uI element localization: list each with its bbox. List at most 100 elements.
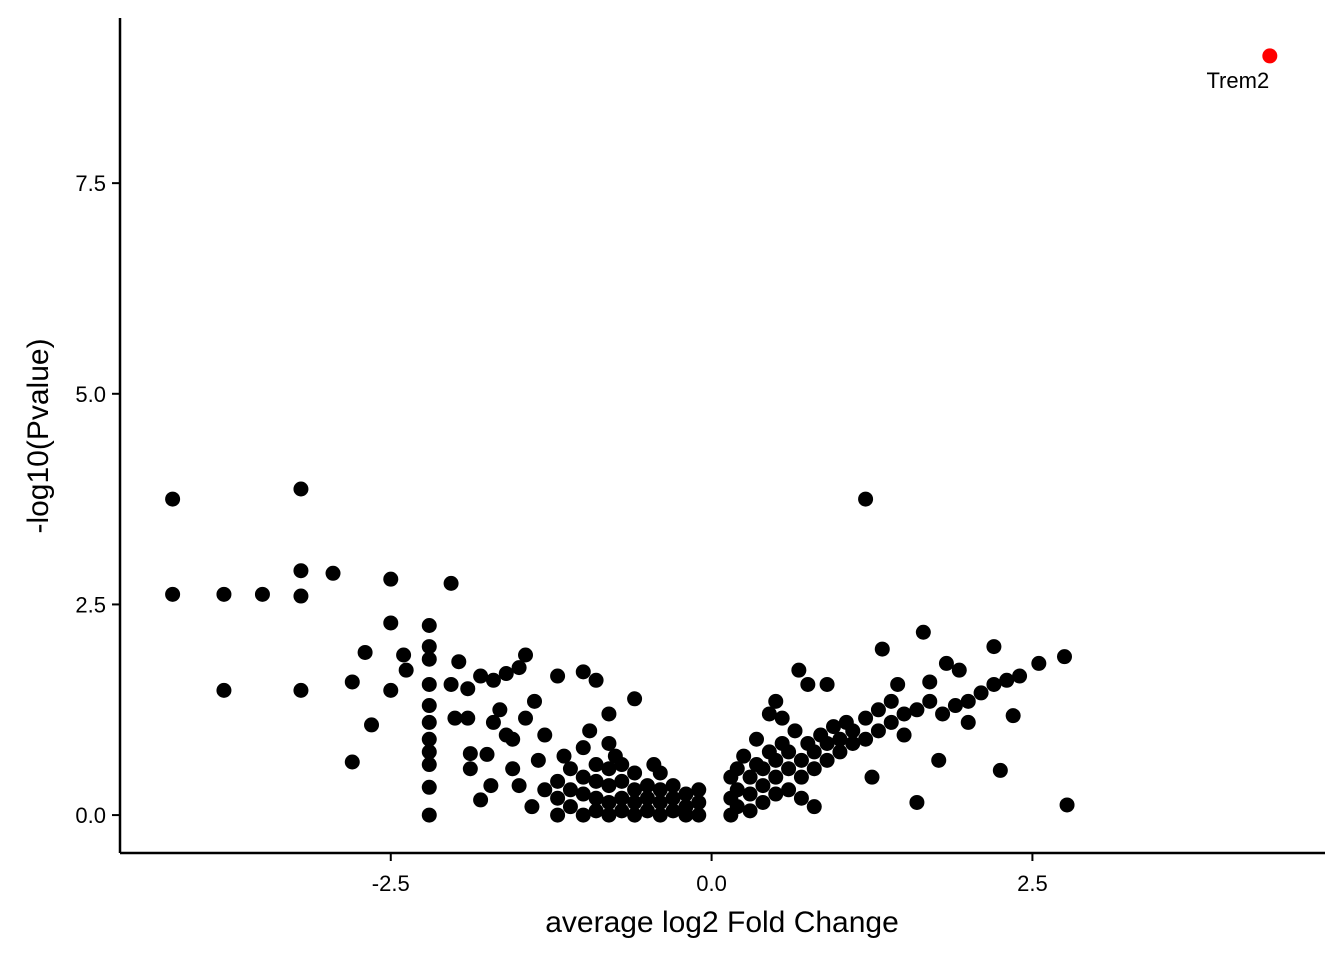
point: [607, 748, 623, 764]
point: [421, 807, 437, 823]
point: [870, 723, 886, 739]
point: [652, 807, 668, 823]
point: [556, 748, 572, 764]
point: [652, 794, 668, 810]
point: [691, 807, 707, 823]
point: [909, 794, 925, 810]
point: [293, 682, 309, 698]
point: [992, 762, 1008, 778]
point: [896, 706, 912, 722]
point: [421, 757, 437, 773]
point: [588, 672, 604, 688]
point: [421, 618, 437, 634]
point: [383, 615, 399, 631]
point: [627, 807, 643, 823]
point: [781, 761, 797, 777]
point: [421, 639, 437, 655]
point: [691, 782, 707, 798]
point: [768, 693, 784, 709]
point: [492, 702, 508, 718]
point: [819, 752, 835, 768]
point: [601, 807, 617, 823]
point: [575, 740, 591, 756]
point: [742, 769, 758, 785]
point: [883, 714, 899, 730]
point: [832, 744, 848, 760]
point: [575, 664, 591, 680]
point: [736, 748, 752, 764]
point: [421, 651, 437, 667]
point: [960, 714, 976, 730]
point: [344, 674, 360, 690]
point: [511, 660, 527, 676]
point: [344, 754, 360, 770]
point: [530, 752, 546, 768]
point: [460, 710, 476, 726]
point: [793, 790, 809, 806]
point: [601, 761, 617, 777]
point: [505, 761, 521, 777]
point: [870, 702, 886, 718]
point: [582, 723, 598, 739]
point: [639, 778, 655, 794]
point: [858, 710, 874, 726]
point: [396, 647, 412, 663]
point: [845, 723, 861, 739]
point: [293, 588, 309, 604]
point: [973, 685, 989, 701]
point: [652, 782, 668, 798]
point: [614, 803, 630, 819]
point: [550, 668, 566, 684]
point: [443, 676, 459, 692]
point: [819, 676, 835, 692]
y-tick-label: 5.0: [75, 382, 106, 407]
y-axis-title: -log10(Pvalue): [22, 338, 55, 533]
point-label: Trem2: [1206, 68, 1269, 93]
point: [526, 693, 542, 709]
point: [383, 571, 399, 587]
point: [832, 731, 848, 747]
x-tick-label: -2.5: [372, 871, 410, 896]
x-tick-label: 0.0: [696, 871, 727, 896]
point: [421, 676, 437, 692]
point: [755, 761, 771, 777]
point: [588, 757, 604, 773]
point: [781, 782, 797, 798]
x-axis-title: average log2 Fold Change: [545, 906, 899, 939]
point: [165, 491, 181, 507]
point: [665, 778, 681, 794]
point: [575, 786, 591, 802]
point: [518, 710, 534, 726]
point: [447, 710, 463, 726]
point: [537, 782, 553, 798]
point: [883, 693, 899, 709]
point: [819, 735, 835, 751]
point: [678, 786, 694, 802]
point: [915, 624, 931, 640]
point: [874, 641, 890, 657]
point: [960, 693, 976, 709]
point: [791, 662, 807, 678]
point: [537, 727, 553, 743]
point: [498, 666, 514, 682]
point: [749, 731, 765, 747]
point: [601, 794, 617, 810]
point: [462, 761, 478, 777]
point: [826, 719, 842, 735]
point: [729, 761, 745, 777]
point: [216, 586, 232, 602]
point: [562, 761, 578, 777]
point: [761, 706, 777, 722]
point: [421, 744, 437, 760]
point: [678, 799, 694, 815]
point: [729, 799, 745, 815]
point: [575, 807, 591, 823]
point: [768, 786, 784, 802]
point: [627, 794, 643, 810]
point: [550, 790, 566, 806]
point: [627, 765, 643, 781]
point: [460, 681, 476, 697]
point: [1005, 708, 1021, 724]
point: [293, 563, 309, 579]
